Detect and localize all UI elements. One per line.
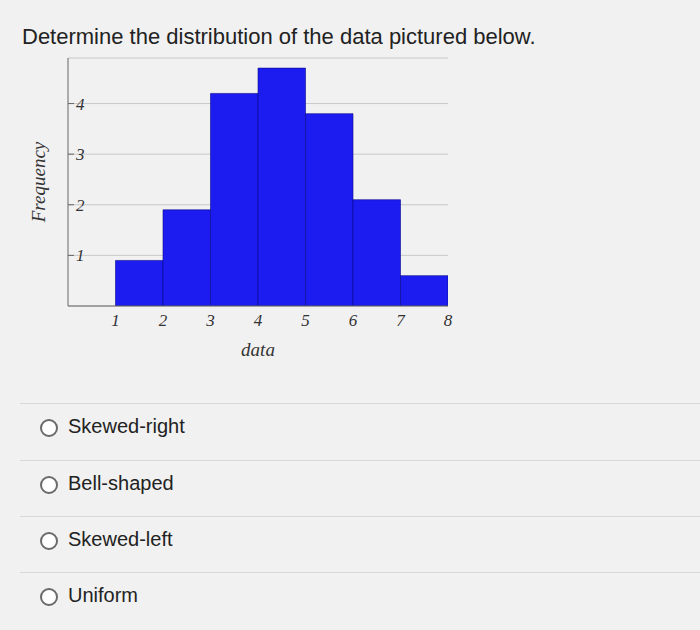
html-text:Determine the distribution of: Determine the distribution of the data p… — [22, 24, 536, 49]
svg-text:1: 1 — [76, 246, 85, 265]
svg-text:4: 4 — [76, 95, 85, 114]
svg-text:data: data — [241, 339, 275, 360]
html-text:Skewed-left: Skewed-left — [68, 528, 173, 550]
svg-text:1: 1 — [111, 311, 120, 330]
svg-text:3: 3 — [75, 145, 85, 164]
svg-text:6: 6 — [349, 311, 358, 330]
svg-text:3: 3 — [205, 311, 215, 330]
svg-text:8: 8 — [444, 311, 453, 330]
svg-text:7: 7 — [396, 311, 406, 330]
svg-text:5: 5 — [301, 311, 310, 330]
html-text:Uniform: Uniform — [68, 584, 138, 606]
html-text:Skewed-right: Skewed-right — [68, 415, 185, 437]
svg-text:Frequency: Frequency — [28, 141, 49, 223]
svg-text:2: 2 — [76, 196, 85, 215]
html-text:Bell-shaped: Bell-shaped — [68, 472, 174, 494]
svg-text:2: 2 — [159, 311, 168, 330]
svg-text:4: 4 — [254, 311, 263, 330]
